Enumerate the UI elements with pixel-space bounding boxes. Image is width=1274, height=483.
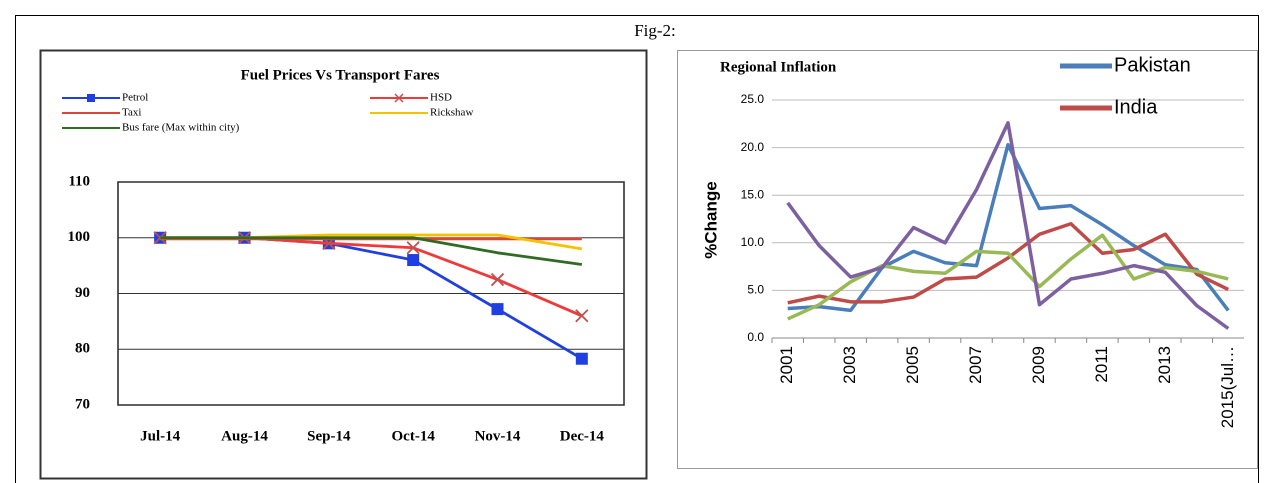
y-axis-title: %Change bbox=[701, 181, 720, 258]
x-tick-label: 2011 bbox=[1092, 346, 1111, 383]
x-tick-label: 2001 bbox=[777, 346, 796, 384]
x-tick-label: Oct-14 bbox=[392, 428, 436, 444]
marker bbox=[575, 309, 589, 323]
x-tick-label: 2013 bbox=[1155, 346, 1174, 384]
y-tick-label: 0.0 bbox=[747, 330, 764, 344]
legend-label: Pakistan bbox=[1114, 54, 1191, 76]
x-tick-label: 2015(Jul… bbox=[1218, 346, 1237, 428]
x-tick-label: Sep-14 bbox=[307, 428, 351, 444]
marker bbox=[575, 352, 588, 365]
series-line bbox=[787, 142, 1230, 313]
chart-frame bbox=[39, 49, 648, 480]
series-line bbox=[786, 121, 1230, 330]
marker bbox=[407, 254, 420, 267]
x-tick-label: Dec-14 bbox=[560, 428, 605, 444]
y-tick-label: 80 bbox=[75, 341, 90, 357]
y-tick-label: 20.0 bbox=[741, 140, 765, 154]
y-tick-label: 10.0 bbox=[741, 235, 765, 249]
y-tick-label: 15.0 bbox=[741, 187, 765, 201]
chart-title: Regional Inflation bbox=[720, 59, 837, 75]
x-tick-label: Nov-14 bbox=[475, 428, 521, 444]
legend-label: Rickshaw bbox=[430, 107, 473, 119]
legend-marker bbox=[394, 93, 404, 103]
legend-label: Petrol bbox=[122, 92, 148, 104]
series-line bbox=[160, 236, 583, 266]
y-tick-label: 110 bbox=[68, 173, 90, 189]
figure-border bbox=[15, 15, 1259, 483]
marker bbox=[491, 303, 504, 316]
legend-label: HSD bbox=[430, 92, 452, 104]
x-tick-label: Jul-14 bbox=[140, 428, 181, 444]
chart-title: Fuel Prices Vs Transport Fares bbox=[241, 67, 440, 83]
y-tick-label: 100 bbox=[68, 229, 91, 245]
x-tick-label: 2003 bbox=[840, 346, 859, 384]
y-tick-label: 70 bbox=[75, 396, 90, 412]
legend-label: Taxi bbox=[122, 107, 141, 119]
legend-label: Bus fare (Max within city) bbox=[122, 122, 240, 134]
x-tick-label: Aug-14 bbox=[221, 428, 268, 444]
y-tick-label: 90 bbox=[75, 285, 90, 301]
x-tick-label: 2007 bbox=[966, 346, 985, 384]
x-tick-label: 2005 bbox=[903, 346, 922, 384]
figure-label: Fig-2: bbox=[634, 21, 676, 40]
legend-marker bbox=[87, 94, 95, 102]
y-tick-label: 25.0 bbox=[741, 92, 765, 106]
marker bbox=[406, 241, 420, 255]
y-tick-label: 5.0 bbox=[747, 283, 764, 297]
series-line bbox=[787, 222, 1230, 305]
x-tick-label: 2009 bbox=[1029, 346, 1048, 384]
legend-label: India bbox=[1114, 96, 1158, 118]
marker bbox=[490, 272, 505, 287]
